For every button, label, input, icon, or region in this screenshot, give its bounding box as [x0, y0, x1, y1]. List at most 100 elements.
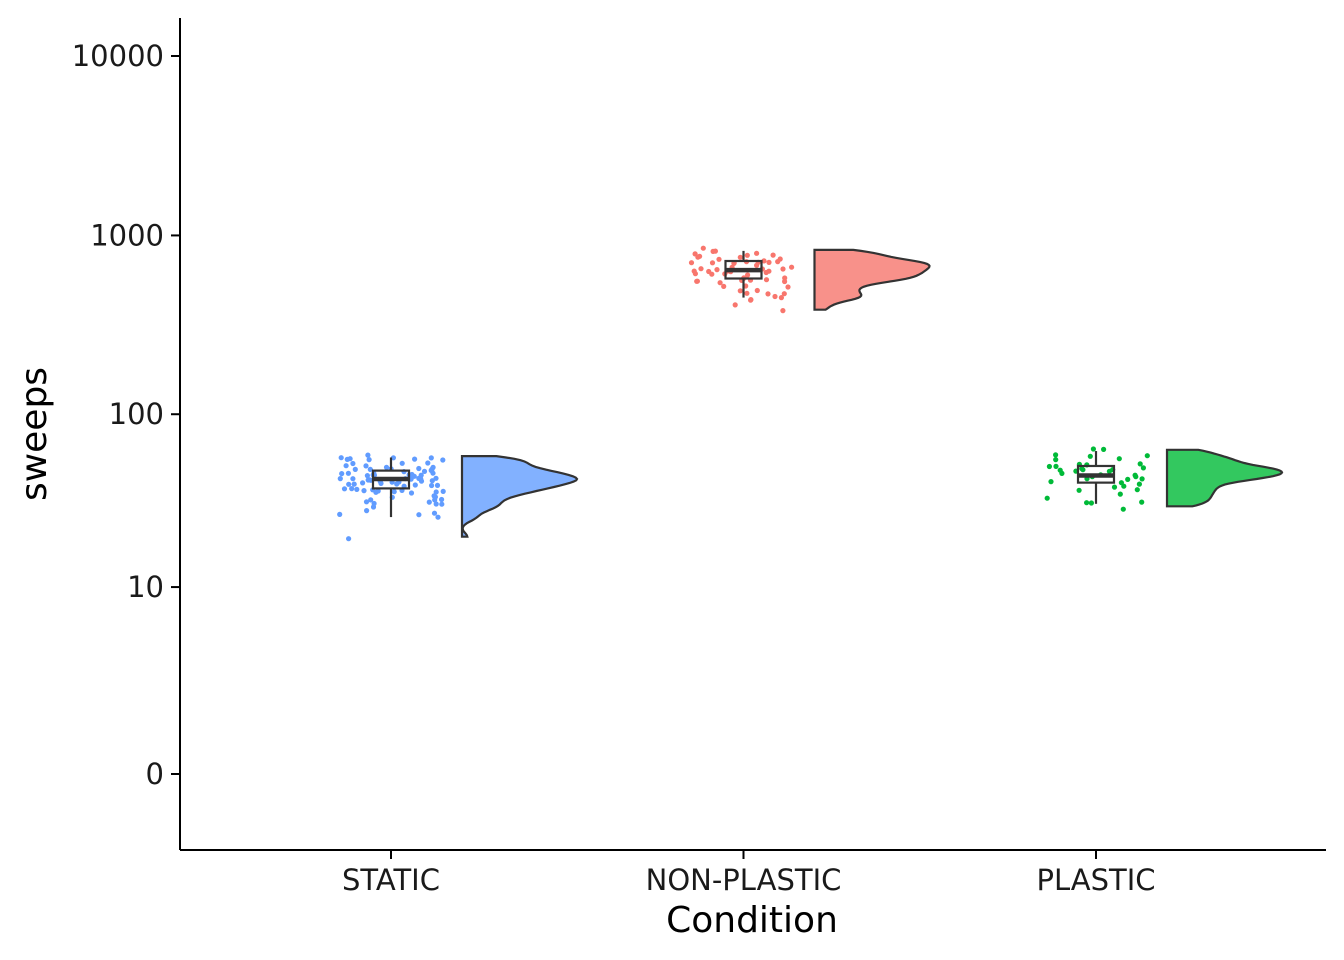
- data-point: [1134, 487, 1140, 493]
- data-point: [772, 293, 778, 300]
- data-point: [337, 511, 343, 517]
- data-point: [789, 264, 795, 270]
- data-point: [339, 471, 345, 477]
- y-axis-title: sweeps: [14, 367, 55, 501]
- data-point: [688, 260, 695, 266]
- data-point: [782, 275, 788, 281]
- data-point: [714, 267, 720, 273]
- data-point: [737, 254, 743, 260]
- data-point: [430, 464, 436, 470]
- data-point: [433, 475, 439, 481]
- data-point: [1111, 484, 1118, 490]
- y-tick-label: 0: [146, 757, 164, 791]
- data-point: [1117, 491, 1123, 497]
- data-point: [737, 288, 743, 294]
- data-point: [745, 272, 751, 278]
- data-point: [1136, 481, 1142, 487]
- data-point: [412, 482, 418, 488]
- x-tick-label: STATIC: [342, 863, 440, 897]
- data-point: [431, 510, 438, 516]
- data-point: [432, 494, 438, 500]
- data-point: [1076, 487, 1082, 493]
- data-point: [434, 482, 441, 488]
- data-point: [1053, 457, 1059, 463]
- data-point: [1084, 500, 1090, 506]
- data-point: [1048, 479, 1054, 485]
- data-point: [1090, 446, 1096, 452]
- data-point: [1120, 506, 1126, 512]
- data-point: [1044, 495, 1050, 501]
- data-point: [692, 251, 698, 257]
- data-point: [744, 252, 750, 258]
- data-point: [754, 250, 760, 256]
- data-point: [391, 489, 397, 495]
- data-point: [763, 269, 769, 276]
- data-point: [781, 291, 787, 297]
- data-point: [408, 490, 415, 496]
- y-tick-label: 10000: [72, 39, 164, 73]
- data-point: [429, 478, 435, 484]
- data-point: [778, 295, 785, 301]
- data-point: [350, 476, 356, 482]
- data-point: [439, 501, 445, 507]
- data-point: [347, 456, 353, 462]
- data-point: [777, 256, 783, 262]
- data-point: [361, 488, 367, 494]
- data-point: [363, 499, 370, 505]
- data-point: [1057, 467, 1063, 473]
- data-point: [367, 466, 373, 472]
- violin-static: [460, 455, 579, 538]
- data-point: [433, 489, 439, 495]
- data-point: [1118, 480, 1124, 486]
- data-point: [360, 480, 366, 486]
- data-point: [364, 473, 370, 479]
- data-point: [1137, 461, 1143, 467]
- data-point: [412, 456, 418, 462]
- data-point: [435, 514, 441, 520]
- data-point: [371, 500, 377, 507]
- data-point: [1144, 453, 1150, 459]
- data-point: [765, 291, 771, 297]
- data-point: [375, 488, 381, 494]
- data-point: [416, 465, 422, 472]
- data-point: [770, 252, 776, 258]
- data-point: [351, 481, 357, 487]
- data-point: [1053, 452, 1059, 458]
- data-point: [409, 471, 415, 478]
- data-point: [709, 260, 716, 266]
- data-point: [440, 488, 446, 494]
- data-point: [352, 466, 358, 472]
- data-point: [349, 486, 355, 492]
- data-point: [763, 277, 770, 283]
- plot-area: [337, 245, 1284, 542]
- data-point: [748, 297, 754, 303]
- data-point: [691, 268, 697, 274]
- data-point: [766, 259, 772, 265]
- data-point: [721, 283, 727, 289]
- data-point: [345, 470, 351, 476]
- data-point: [383, 464, 390, 470]
- data-point: [433, 501, 439, 507]
- data-point: [785, 284, 791, 290]
- y-tick-label: 100: [109, 397, 164, 431]
- data-point: [1046, 463, 1052, 470]
- data-point: [439, 496, 445, 503]
- data-point: [416, 512, 422, 518]
- data-point: [429, 482, 435, 489]
- data-point: [1125, 476, 1131, 482]
- data-point: [425, 460, 431, 466]
- data-point: [698, 266, 704, 272]
- data-point: [761, 258, 767, 264]
- data-point: [732, 302, 738, 308]
- data-point: [1139, 499, 1145, 505]
- data-point: [440, 457, 446, 463]
- data-point: [365, 452, 371, 458]
- data-point: [337, 476, 343, 482]
- violin-plastic: [1165, 448, 1284, 508]
- data-point: [706, 268, 712, 275]
- data-point: [354, 486, 360, 492]
- data-point: [694, 278, 700, 284]
- violin-non-plastic: [813, 248, 931, 311]
- data-point: [1053, 463, 1059, 469]
